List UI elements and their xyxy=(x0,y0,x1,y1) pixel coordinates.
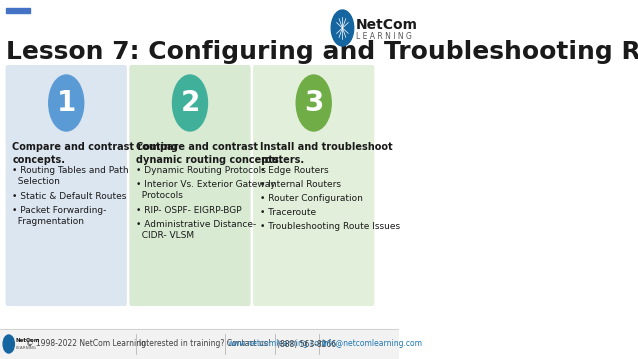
FancyBboxPatch shape xyxy=(253,65,375,306)
Text: • Packet Forwarding-
  Fragmentation: • Packet Forwarding- Fragmentation xyxy=(13,206,107,226)
Circle shape xyxy=(48,75,84,131)
Circle shape xyxy=(296,75,331,131)
Text: • Dynamic Routing Protocols: • Dynamic Routing Protocols xyxy=(137,166,266,175)
Bar xyxy=(0,329,399,359)
Text: L E A R N I N G: L E A R N I N G xyxy=(356,32,412,41)
Text: Compare and contrast
dynamic routing concepts.: Compare and contrast dynamic routing con… xyxy=(137,142,283,165)
Text: • RIP- OSPF- EIGRP-BGP: • RIP- OSPF- EIGRP-BGP xyxy=(137,206,242,215)
FancyBboxPatch shape xyxy=(130,65,251,306)
Text: • Internal Routers: • Internal Routers xyxy=(260,180,341,189)
Bar xyxy=(6,8,30,13)
Text: • Routing Tables and Path
  Selection: • Routing Tables and Path Selection xyxy=(13,166,129,186)
Text: 1: 1 xyxy=(57,89,76,117)
Text: © 1998-2022 NetCom Learning: © 1998-2022 NetCom Learning xyxy=(26,340,146,349)
Circle shape xyxy=(331,10,353,46)
Text: Lesson 7: Configuring and Troubleshooting Routers: Lesson 7: Configuring and Troubleshootin… xyxy=(6,40,638,64)
Text: • Edge Routers: • Edge Routers xyxy=(260,166,329,175)
Text: info@netcomlearning.com: info@netcomlearning.com xyxy=(321,340,422,349)
Text: (888) 563-8266: (888) 563-8266 xyxy=(278,340,337,349)
FancyBboxPatch shape xyxy=(6,65,127,306)
Text: • Interior Vs. Exterior Gateway
  Protocols: • Interior Vs. Exterior Gateway Protocol… xyxy=(137,180,276,200)
Text: • Static & Default Routes: • Static & Default Routes xyxy=(13,192,127,201)
Text: Install and troubleshoot
routers.: Install and troubleshoot routers. xyxy=(260,142,392,165)
Text: Interested in training? Contact us!: Interested in training? Contact us! xyxy=(138,340,271,349)
Text: NetCom: NetCom xyxy=(356,18,418,32)
Text: • Administrative Distance-
  CIDR- VLSM: • Administrative Distance- CIDR- VLSM xyxy=(137,220,256,240)
Text: LEARNING: LEARNING xyxy=(15,346,36,350)
Text: 3: 3 xyxy=(304,89,323,117)
Text: • Troubleshooting Route Issues: • Troubleshooting Route Issues xyxy=(260,222,400,231)
Text: 2: 2 xyxy=(181,89,200,117)
Text: Compare and contrast routing
concepts.: Compare and contrast routing concepts. xyxy=(13,142,179,165)
Text: www.netcomlearning.com: www.netcomlearning.com xyxy=(228,340,327,349)
Text: • Router Configuration: • Router Configuration xyxy=(260,194,363,203)
Text: • Traceroute: • Traceroute xyxy=(260,208,316,217)
Circle shape xyxy=(172,75,207,131)
Circle shape xyxy=(3,335,15,353)
Text: NetCom: NetCom xyxy=(15,338,40,343)
